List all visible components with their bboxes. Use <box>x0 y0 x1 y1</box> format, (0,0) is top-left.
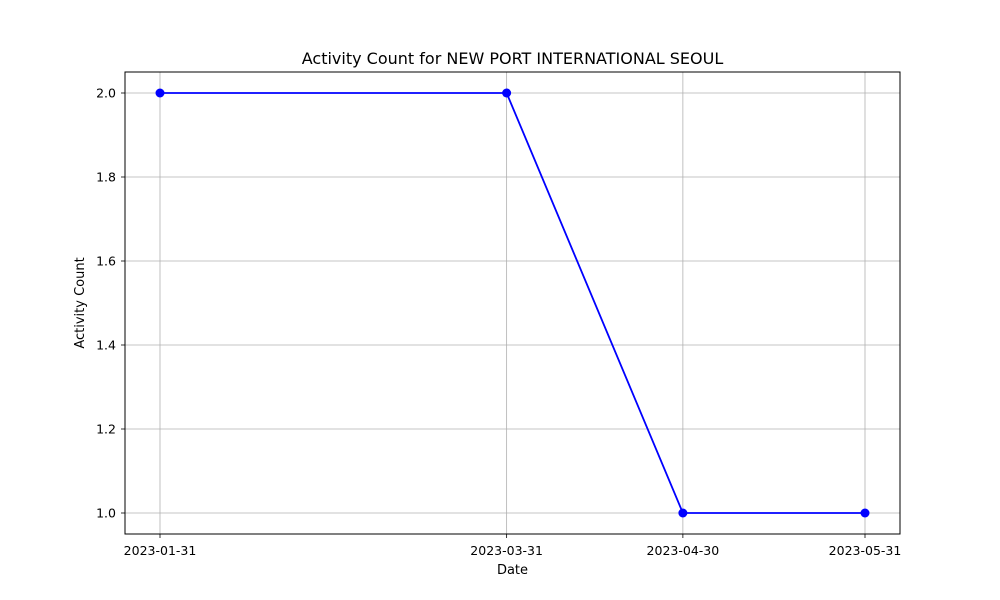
chart-title: Activity Count for NEW PORT INTERNATIONA… <box>302 49 724 68</box>
grid-lines <box>125 72 900 534</box>
plot-area <box>125 72 900 534</box>
x-tick-label: 2023-04-30 <box>647 543 720 558</box>
data-point-marker <box>678 508 688 518</box>
data-point-marker <box>502 88 512 98</box>
x-tick-label: 2023-03-31 <box>470 543 543 558</box>
x-axis-label: Date <box>497 563 528 578</box>
y-axis-label: Activity Count <box>73 257 88 348</box>
y-tick-label: 1.0 <box>96 506 116 521</box>
x-tick-label: 2023-01-31 <box>124 543 197 558</box>
y-tick-label: 2.0 <box>96 86 116 101</box>
plot-frame <box>124 71 901 535</box>
data-point-marker <box>860 508 870 518</box>
y-tick-label: 1.8 <box>96 170 116 185</box>
y-tick-label: 1.4 <box>96 338 116 353</box>
x-tick-label: 2023-05-31 <box>829 543 902 558</box>
data-series <box>155 88 870 518</box>
data-point-marker <box>155 88 165 98</box>
series-line <box>160 92 865 514</box>
axis-ticks: 2023-01-31 2023-03-31 2023-04-30 2023-05-31… <box>96 86 901 559</box>
y-tick-label: 1.2 <box>96 422 116 437</box>
y-tick-label: 1.6 <box>96 254 116 269</box>
